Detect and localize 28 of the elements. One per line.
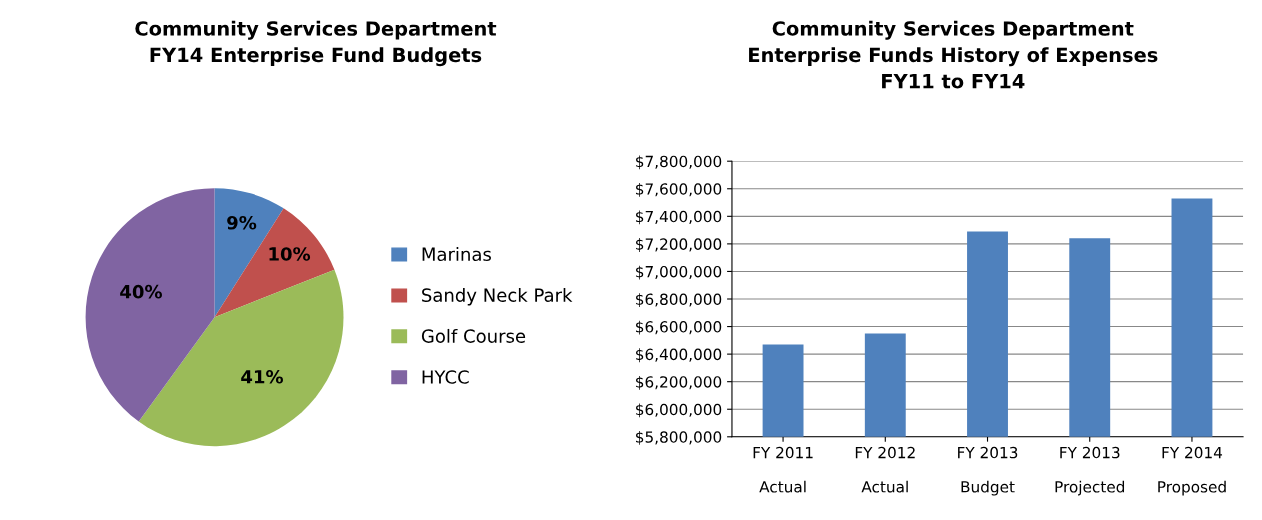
y-tick-label: $6,600,000 bbox=[636, 320, 722, 335]
data-label: 41% bbox=[241, 369, 283, 384]
data-label: 9% bbox=[227, 215, 257, 230]
category-label: FY 2013 Budget bbox=[958, 446, 1018, 496]
category-label: FY 2012 Actual bbox=[855, 446, 915, 493]
y-tick-label: $7,200,000 bbox=[636, 238, 722, 252]
y-tick-label: $7,800,000 bbox=[636, 155, 722, 170]
legend-label: HYCC bbox=[422, 370, 469, 384]
category-label: FY 2011 Actual bbox=[753, 446, 813, 493]
y-tick-label: $6,200,000 bbox=[636, 375, 722, 390]
pie-slice bbox=[214, 208, 335, 318]
chart-title: Community Services Department Enterprise Funds History of Expenses FY11 to FY14 bbox=[749, 20, 1158, 89]
data-label: 40% bbox=[120, 284, 162, 299]
y-tick-label: $5,800,000 bbox=[636, 431, 722, 445]
pie-slice bbox=[85, 188, 215, 422]
y-tick-label: $7,600,000 bbox=[636, 182, 722, 197]
legend-label: Sandy Neck Park bbox=[422, 287, 573, 306]
category-label: FY 2014 Proposed bbox=[1158, 446, 1226, 496]
y-tick-label: $6,800,000 bbox=[636, 293, 722, 308]
legend-label: Golf Course bbox=[421, 328, 526, 343]
legend-label: Marinas bbox=[422, 247, 491, 262]
chart-title: Community Services Department FY14 Enterprise Fund Budgets bbox=[135, 20, 497, 67]
y-tick-label: $7,000,000 bbox=[636, 265, 722, 280]
y-tick-label: $6,000,000 bbox=[636, 403, 722, 418]
data-label: 10% bbox=[269, 247, 311, 261]
y-tick-label: $7,400,000 bbox=[636, 210, 722, 225]
category-label: FY 2013 Projected bbox=[1055, 446, 1125, 496]
y-tick-label: $6,400,000 bbox=[636, 348, 722, 363]
